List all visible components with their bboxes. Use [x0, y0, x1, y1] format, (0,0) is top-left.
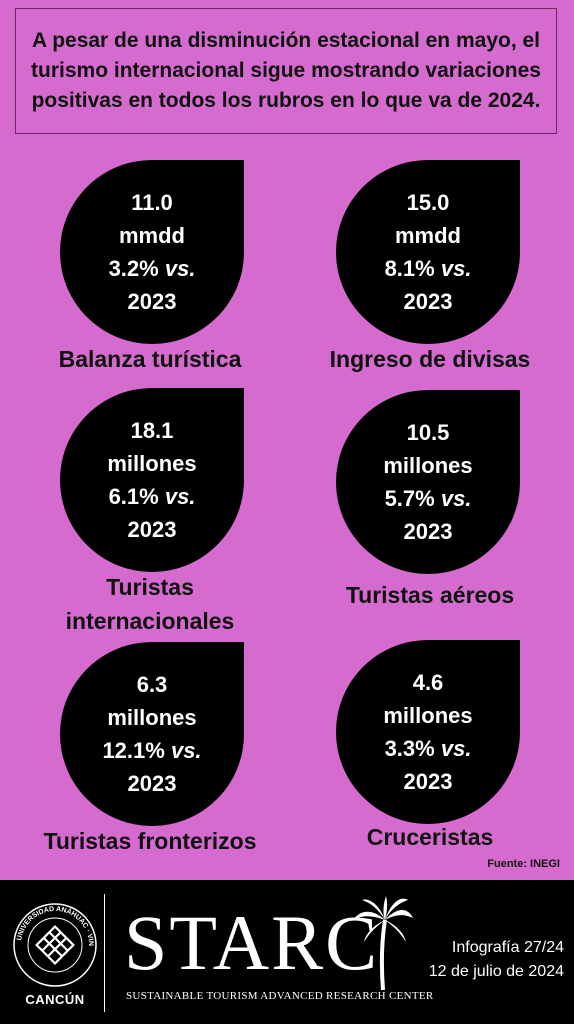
publication-date: 12 de julio de 2024	[428, 963, 564, 980]
stat-unit: mmdd	[119, 223, 185, 248]
stat-change: 12.1% vs.	[102, 738, 202, 763]
stat-unit: millones	[107, 451, 197, 476]
stat-label: Balanza turística	[58, 346, 242, 372]
stat-drop: 10.5 millones 5.7% vs. 2023	[336, 390, 520, 574]
stat-label: Turistas internacionales	[65, 574, 235, 634]
headline: A pesar de una disminución estacional en…	[15, 8, 557, 134]
card-cruceristas: 4.6 millones 3.3% vs. 2023 Cruceristas	[300, 640, 560, 860]
divider	[104, 894, 105, 1012]
stat-unit: millones	[383, 703, 473, 728]
card-turistas-internacionales: 18.1 millones 6.1% vs. 2023 Turistas int…	[20, 388, 280, 638]
stat-value: 4.6	[412, 670, 444, 695]
starc-logo-text: STARC	[124, 899, 380, 986]
university-seal-logo: UNIVERSIDAD ANÁHUAC · VINCE IN BONO MALU…	[12, 902, 97, 987]
stat-change: 8.1% vs.	[384, 256, 472, 281]
stat-unit: millones	[107, 705, 197, 730]
stat-unit: millones	[383, 453, 473, 478]
footer: UNIVERSIDAD ANÁHUAC · VINCE IN BONO MALU…	[0, 880, 574, 1024]
stat-change: 3.2% vs.	[108, 256, 196, 281]
campus-name: CANCÚN	[25, 992, 85, 1007]
starc-tagline: SUSTAINABLE TOURISM ADVANCED RESEARCH CE…	[126, 990, 434, 1002]
stat-value: 11.0	[131, 190, 173, 215]
stat-value: 15.0	[406, 190, 450, 215]
stat-change: 3.3% vs.	[384, 736, 472, 761]
stat-year: 2023	[403, 519, 453, 544]
stat-drop: 11.0 mmdd 3.2% vs. 2023	[60, 160, 244, 344]
stat-drop: 6.3 millones 12.1% vs. 2023	[60, 642, 244, 826]
card-balanza-turistica: 11.0 mmdd 3.2% vs. 2023 Balanza turístic…	[20, 160, 280, 380]
stat-year: 2023	[127, 771, 177, 796]
card-turistas-fronterizos: 6.3 millones 12.1% vs. 2023 Turistas fro…	[20, 642, 280, 862]
stat-year: 2023	[127, 289, 177, 314]
card-turistas-aereos: 10.5 millones 5.7% vs. 2023 Turistas aér…	[300, 390, 560, 620]
stat-value: 10.5	[406, 420, 450, 445]
stat-drop: 15.0 mmdd 8.1% vs. 2023	[336, 160, 520, 344]
stat-year: 2023	[403, 289, 453, 314]
stat-value: 6.3	[136, 672, 168, 697]
stat-drop: 18.1 millones 6.1% vs. 2023	[60, 388, 244, 572]
stat-label: Ingreso de divisas	[329, 346, 531, 372]
stat-label: Cruceristas	[366, 824, 494, 850]
card-ingreso-divisas: 15.0 mmdd 8.1% vs. 2023 Ingreso de divis…	[300, 160, 560, 380]
stat-change: 5.7% vs.	[384, 486, 472, 511]
stat-year: 2023	[127, 517, 177, 542]
source-note: Fuente: INEGI	[487, 858, 560, 870]
palm-tree-icon	[353, 896, 413, 991]
stat-label: Turistas aéreos	[345, 582, 515, 608]
stat-change: 6.1% vs.	[108, 484, 196, 509]
stat-year: 2023	[403, 769, 453, 794]
stat-drop: 4.6 millones 3.3% vs. 2023	[336, 640, 520, 824]
stat-unit: mmdd	[395, 223, 461, 248]
infographic-number: Infografía 27/24	[451, 939, 564, 956]
stat-value: 18.1	[130, 418, 174, 443]
infographic-info: Infografía 27/24 12 de julio de 2024	[414, 936, 564, 984]
stat-label: Turistas fronterizos	[43, 828, 257, 854]
